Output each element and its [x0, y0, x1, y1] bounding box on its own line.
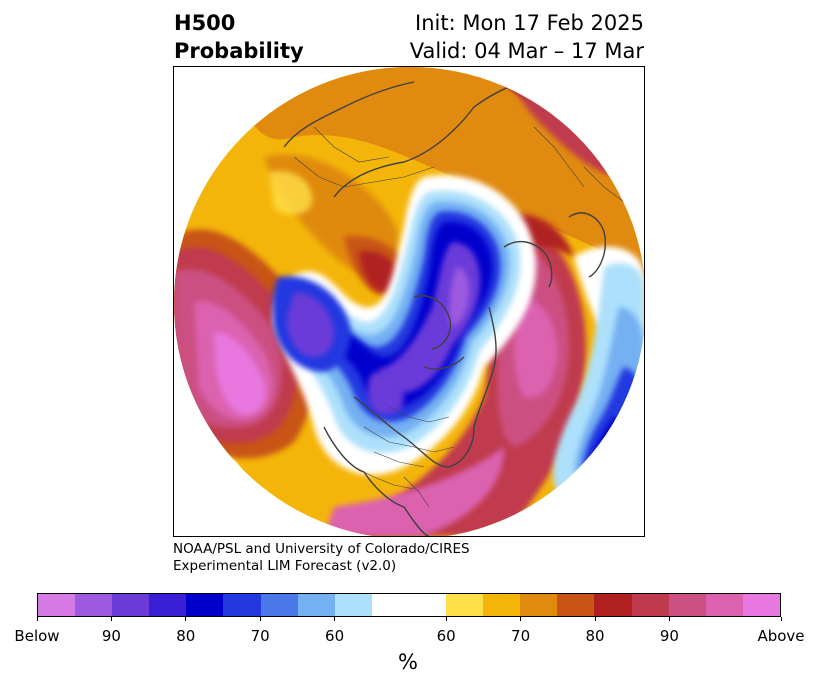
colorbar-tick-mark [445, 617, 447, 621]
init-date: Init: Mon 17 Feb 2025 [415, 11, 644, 35]
colorbar-tick-mark [780, 617, 782, 621]
colorbar-segment-below-8 [334, 594, 372, 616]
credit-line-1: NOAA/PSL and University of Colorado/CIRE… [173, 541, 470, 557]
colorbar-segment-below-0 [38, 594, 76, 616]
colorbar-segment-below-7 [297, 594, 335, 616]
colorbar-segment-above-5 [631, 594, 669, 616]
coastlines [283, 76, 606, 536]
colorbar-tick-label: 70 [250, 627, 270, 645]
colorbar-segment-below-1 [75, 594, 113, 616]
colorbar-tick-mark [36, 617, 38, 621]
polar-map-svg [174, 67, 644, 536]
colorbar-segment-below-6 [260, 594, 298, 616]
map-title: H500 Probability [174, 9, 304, 65]
credit-line-2: Experimental LIM Forecast (v2.0) [173, 558, 397, 574]
probability-field [174, 67, 644, 536]
colorbar-segment-above-2 [520, 594, 558, 616]
colorbar-segment-below-5 [223, 594, 261, 616]
product-label: Probability [174, 39, 304, 63]
colorbar-tick-mark [185, 617, 187, 621]
colorbar-unit-label: % [398, 650, 418, 674]
colorbar-tick-mark [668, 617, 670, 621]
colorbar-segment-below-3 [149, 594, 187, 616]
colorbar-tick-label: 80 [176, 627, 196, 645]
colorbar-segment-above-6 [668, 594, 706, 616]
colorbar-tick-label: 90 [659, 627, 679, 645]
colorbar-tick-label: 60 [436, 627, 456, 645]
colorbar-tick-label: 80 [585, 627, 605, 645]
colorbar-tick-mark [520, 617, 522, 621]
variable-label: H500 [174, 11, 236, 35]
colorbar-tick-label: Below [14, 627, 60, 645]
colorbar-segment-below-4 [186, 594, 224, 616]
colorbar-tick-mark [110, 617, 112, 621]
colorbar-segment-above-3 [557, 594, 595, 616]
colorbar-segment-above-0 [446, 594, 484, 616]
colorbar-segment-neutral [371, 594, 447, 616]
colorbar-tick-label: 90 [101, 627, 121, 645]
colorbar-segment-above-7 [705, 594, 743, 616]
probability-colorbar [37, 593, 781, 617]
colorbar-tick-mark [594, 617, 596, 621]
colorbar-segment-above-8 [742, 594, 780, 616]
probability-map [173, 66, 645, 537]
forecast-dates: Init: Mon 17 Feb 2025 Valid: 04 Mar – 17… [410, 9, 644, 65]
colorbar-tick-mark [334, 617, 336, 621]
colorbar-segment-above-4 [594, 594, 632, 616]
colorbar-tick-label: 60 [325, 627, 345, 645]
colorbar-tick-label: 70 [511, 627, 531, 645]
valid-range: Valid: 04 Mar – 17 Mar [409, 39, 644, 63]
data-credit: NOAA/PSL and University of Colorado/CIRE… [173, 541, 470, 575]
colorbar-tick-mark [259, 617, 261, 621]
colorbar-tick-label: Above [757, 627, 805, 645]
colorbar-segment-above-1 [483, 594, 521, 616]
colorbar-segment-below-2 [112, 594, 150, 616]
